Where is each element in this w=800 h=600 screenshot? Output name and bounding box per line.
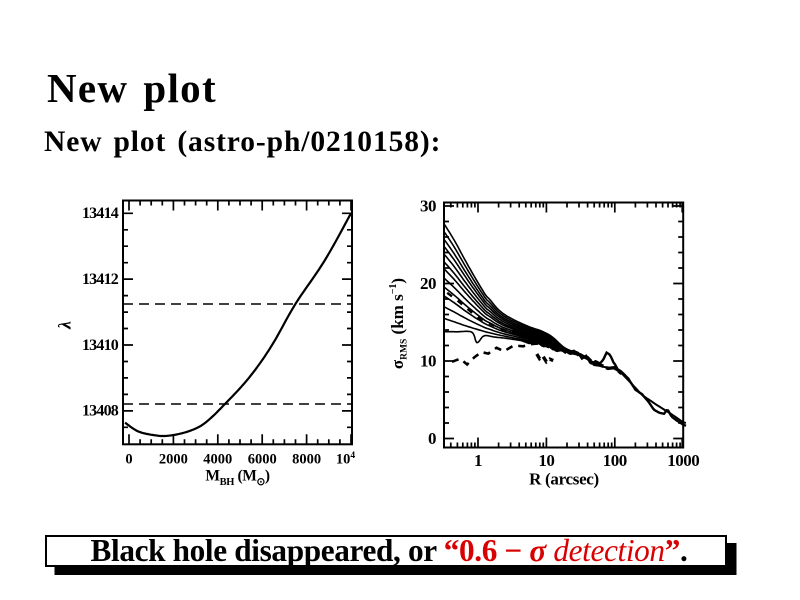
svg-text:6000: 6000: [248, 452, 277, 468]
svg-text:0: 0: [125, 452, 132, 468]
svg-text:R (arcsec): R (arcsec): [529, 470, 599, 489]
svg-text:20: 20: [420, 274, 436, 293]
svg-text:104: 104: [336, 451, 356, 468]
svg-text:30: 30: [420, 197, 436, 216]
svg-text:8000: 8000: [292, 452, 321, 468]
svg-text:λ: λ: [55, 321, 75, 330]
svg-text:2000: 2000: [159, 452, 188, 468]
svg-text:10: 10: [538, 451, 554, 470]
svg-text:MBH (M⊙): MBH (M⊙): [205, 468, 269, 489]
svg-text:13412: 13412: [82, 271, 119, 288]
svg-text:13414: 13414: [82, 205, 119, 222]
svg-text:0: 0: [428, 429, 436, 448]
svg-text:1: 1: [474, 451, 482, 470]
svg-text:1000: 1000: [667, 451, 699, 470]
svg-text:13408: 13408: [82, 403, 119, 420]
svg-text:4000: 4000: [203, 452, 232, 468]
svg-text:σRMS (km s−1): σRMS (km s−1): [388, 278, 410, 369]
svg-text:100: 100: [603, 451, 627, 470]
svg-text:13410: 13410: [82, 337, 119, 354]
svg-text:10: 10: [420, 352, 436, 371]
